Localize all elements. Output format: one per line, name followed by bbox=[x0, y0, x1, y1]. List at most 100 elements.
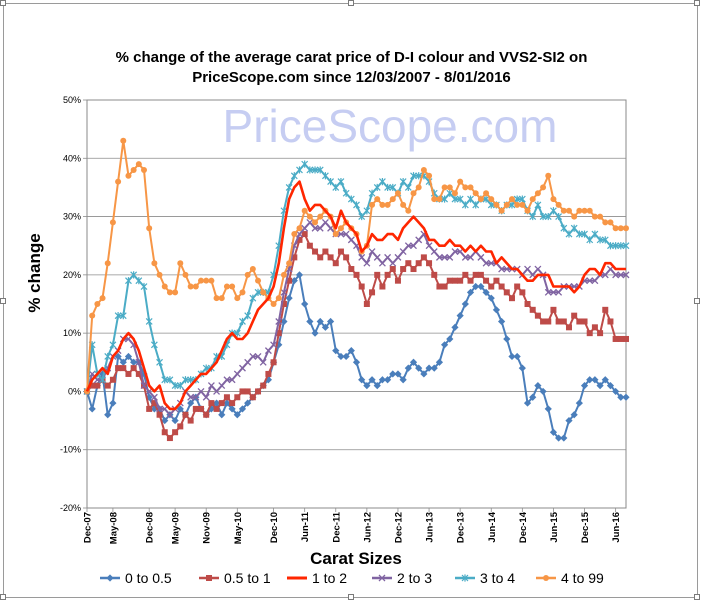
data-point bbox=[597, 213, 604, 220]
data-point bbox=[529, 212, 537, 221]
data-point bbox=[151, 260, 158, 267]
data-point bbox=[457, 277, 464, 284]
data-point bbox=[255, 388, 262, 395]
data-point bbox=[622, 242, 630, 250]
data-point bbox=[560, 207, 567, 214]
data-point bbox=[124, 352, 133, 361]
data-point bbox=[555, 434, 563, 442]
resize-handle-top-right[interactable] bbox=[694, 0, 700, 6]
series-4-to-99 bbox=[84, 137, 629, 395]
data-point bbox=[115, 365, 122, 372]
data-point bbox=[524, 301, 531, 307]
data-point bbox=[369, 289, 376, 296]
data-point bbox=[254, 352, 262, 360]
resize-handle-middle-left[interactable] bbox=[0, 298, 6, 304]
data-point bbox=[560, 434, 568, 442]
data-point bbox=[233, 411, 241, 419]
x-tick-label: Dec-07 bbox=[83, 512, 94, 543]
data-point bbox=[150, 393, 158, 401]
data-point bbox=[203, 277, 210, 284]
data-point bbox=[208, 277, 215, 284]
data-point bbox=[451, 323, 459, 331]
data-point bbox=[337, 178, 345, 186]
data-point bbox=[332, 231, 339, 238]
data-point bbox=[301, 224, 309, 232]
legend-item: 3 to 4 bbox=[455, 570, 515, 586]
x-tick-label: May-08 bbox=[108, 512, 119, 544]
data-point bbox=[436, 196, 443, 203]
data-point bbox=[435, 253, 443, 261]
data-point bbox=[405, 207, 412, 214]
data-point bbox=[477, 271, 484, 278]
data-point bbox=[540, 184, 547, 191]
data-point bbox=[182, 271, 189, 278]
data-point bbox=[327, 254, 334, 261]
data-point bbox=[467, 184, 474, 191]
data-point bbox=[601, 376, 609, 384]
resize-handle-bottom-center[interactable] bbox=[348, 594, 354, 600]
data-point bbox=[378, 259, 386, 267]
data-point bbox=[172, 429, 179, 436]
data-point bbox=[550, 196, 557, 203]
data-point bbox=[332, 260, 339, 267]
data-point bbox=[270, 341, 278, 349]
data-point bbox=[508, 295, 515, 302]
data-point bbox=[461, 253, 469, 261]
data-point bbox=[166, 411, 174, 419]
legend-marker bbox=[206, 575, 212, 581]
data-point bbox=[467, 277, 474, 284]
data-point bbox=[456, 312, 464, 320]
data-point bbox=[560, 318, 567, 325]
data-point bbox=[472, 282, 480, 291]
data-point bbox=[431, 196, 438, 203]
data-point bbox=[177, 260, 184, 267]
data-point bbox=[285, 294, 293, 302]
data-point bbox=[363, 301, 370, 307]
data-point bbox=[441, 253, 449, 261]
resize-handle-top-left[interactable] bbox=[0, 0, 6, 6]
data-point bbox=[456, 195, 464, 203]
data-point bbox=[239, 289, 246, 296]
data-point bbox=[487, 259, 495, 267]
resize-handle-top-center[interactable] bbox=[348, 0, 354, 6]
series-0-5-to-1 bbox=[84, 231, 629, 442]
data-point bbox=[140, 382, 148, 390]
data-point bbox=[290, 172, 298, 180]
data-point bbox=[607, 219, 614, 226]
data-point bbox=[166, 289, 173, 296]
data-point bbox=[430, 248, 438, 256]
data-point bbox=[466, 288, 475, 296]
resize-handle-bottom-left[interactable] bbox=[0, 594, 6, 600]
data-point bbox=[301, 207, 308, 214]
data-point bbox=[213, 405, 220, 412]
data-point bbox=[503, 201, 510, 208]
data-point bbox=[291, 231, 298, 238]
data-point bbox=[223, 376, 231, 384]
data-point bbox=[244, 312, 252, 320]
data-point bbox=[187, 417, 194, 424]
data-point bbox=[259, 358, 267, 366]
x-axis-title: Carat Sizes bbox=[310, 549, 402, 568]
data-point bbox=[441, 283, 448, 290]
data-point bbox=[591, 324, 598, 331]
resize-handle-bottom-right[interactable] bbox=[694, 594, 700, 600]
data-point bbox=[545, 172, 552, 179]
legend-label: 0.5 to 1 bbox=[224, 570, 271, 586]
data-point bbox=[280, 271, 287, 278]
data-point bbox=[462, 184, 469, 191]
data-point bbox=[410, 242, 417, 250]
data-point bbox=[104, 382, 111, 389]
gridlines bbox=[83, 99, 626, 512]
resize-handle-middle-right[interactable] bbox=[694, 298, 700, 304]
data-point bbox=[549, 288, 557, 296]
data-point bbox=[275, 318, 283, 325]
data-point bbox=[223, 283, 230, 290]
data-point bbox=[316, 317, 324, 326]
data-point bbox=[544, 288, 552, 296]
y-tick-label: 30% bbox=[63, 212, 81, 222]
data-point bbox=[498, 207, 505, 214]
data-point bbox=[462, 271, 469, 278]
data-point bbox=[229, 283, 236, 290]
data-point bbox=[187, 283, 194, 290]
data-point bbox=[550, 207, 557, 215]
